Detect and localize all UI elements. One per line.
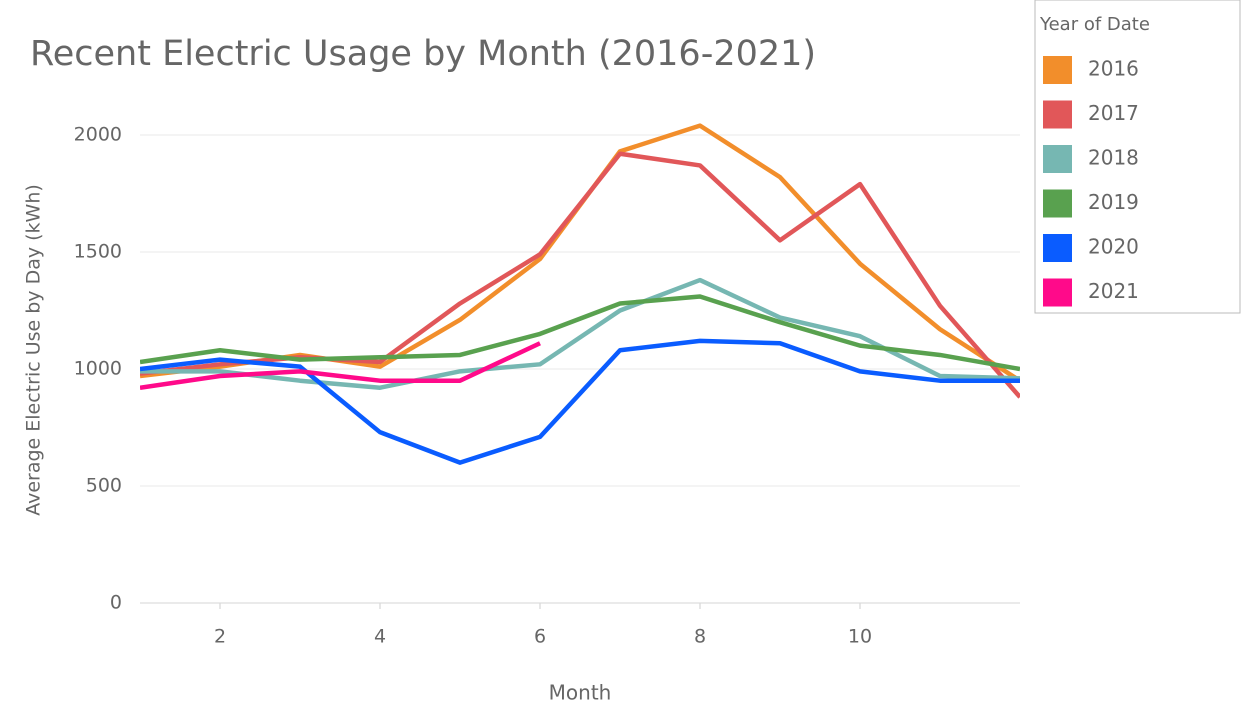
x-tick-label: 10 bbox=[848, 626, 872, 648]
legend-swatch bbox=[1043, 145, 1072, 173]
x-tick-label: 2 bbox=[214, 626, 226, 648]
legend-label: 2020 bbox=[1088, 235, 1139, 259]
series-line bbox=[140, 277, 1020, 390]
series-line bbox=[140, 338, 1020, 465]
y-tick-label: 500 bbox=[86, 475, 122, 497]
x-axis-label: Month bbox=[549, 681, 612, 705]
legend-title: Year of Date bbox=[1039, 14, 1150, 35]
legend-label: 2018 bbox=[1088, 146, 1139, 170]
x-tick-label: 6 bbox=[534, 626, 546, 648]
legend-label: 2019 bbox=[1088, 190, 1139, 214]
chart-title: Recent Electric Usage by Month (2016-202… bbox=[30, 34, 816, 74]
series-line bbox=[140, 341, 541, 390]
series-line bbox=[140, 294, 1020, 372]
legend-swatch bbox=[1043, 189, 1072, 218]
legend-swatch bbox=[1043, 278, 1072, 307]
legend-swatch bbox=[1043, 100, 1072, 129]
y-tick-label: 1500 bbox=[74, 241, 122, 263]
series-line bbox=[140, 151, 1020, 399]
y-tick-label: 2000 bbox=[74, 124, 122, 146]
legend-label: 2017 bbox=[1088, 101, 1139, 125]
y-tick-label: 1000 bbox=[74, 358, 122, 380]
legend-swatch bbox=[1043, 56, 1072, 84]
y-axis-label: Average Electric Use by Day (kWh) bbox=[23, 184, 45, 516]
legend-label: 2021 bbox=[1088, 279, 1139, 303]
series-line bbox=[140, 123, 1020, 383]
x-tick-label: 8 bbox=[694, 626, 706, 648]
legend-box bbox=[1034, 0, 1241, 314]
legend-label: 2016 bbox=[1088, 57, 1139, 81]
x-tick-label: 4 bbox=[374, 626, 386, 648]
y-tick-label: 0 bbox=[110, 592, 122, 614]
legend-swatch bbox=[1043, 234, 1072, 262]
